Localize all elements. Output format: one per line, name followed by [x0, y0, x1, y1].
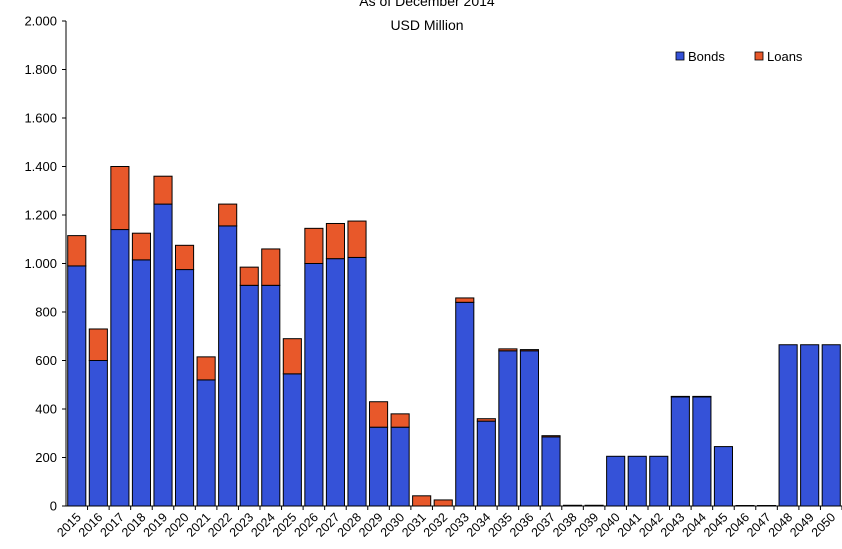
bar-bonds-2035: [498, 350, 518, 507]
bar-loans-2027: [325, 222, 346, 260]
bar-bonds-2045: [713, 446, 734, 507]
bar-loans-2037: [541, 435, 561, 438]
y-tick-label: 400: [35, 402, 57, 417]
bar-bonds-2023: [239, 284, 259, 507]
y-tick-label: 800: [35, 305, 57, 320]
bar-loans-2022: [218, 203, 238, 227]
bar-loans-2021: [196, 356, 216, 381]
bar-loans-2043: [670, 395, 690, 398]
bar-bonds-2016: [88, 360, 108, 507]
bar-bonds-2036: [519, 350, 540, 507]
bar-loans-2029: [369, 401, 389, 428]
bar-bonds-2049: [800, 344, 820, 507]
legend-label-loans: Loans: [767, 49, 803, 64]
bar-bonds-2024: [261, 284, 281, 507]
y-tick-label: 200: [35, 450, 57, 465]
y-tick-label: 1.800: [24, 62, 57, 77]
y-axis: 2.000 1.800 1.600 1.400 1.200 1.000 800 600 400 2…: [24, 14, 67, 514]
bar-loans-2035: [498, 348, 518, 352]
bar-bonds-2044: [692, 396, 712, 507]
x-axis: 2015201620172018201920202021202220232024…: [54, 505, 842, 540]
legend-swatch-loans: [754, 51, 764, 61]
bar-bonds-2040: [606, 455, 626, 507]
bar-loans-2038: [563, 504, 583, 507]
bar-loans-2020: [175, 244, 195, 271]
bar-bonds-2018: [131, 259, 151, 507]
bar-bonds-2034: [476, 420, 496, 507]
bar-bonds-2017: [110, 229, 130, 507]
bar-loans-2025: [282, 338, 302, 375]
bar-loans-2047: [757, 505, 777, 507]
bar-loans-2015: [67, 235, 87, 267]
bar-loans-2028: [347, 220, 367, 258]
x-tick-label: 2050: [809, 510, 839, 540]
y-tick-label: 1.400: [24, 159, 57, 174]
bar-loans-2016: [88, 328, 108, 362]
bar-loans-2030: [390, 413, 410, 428]
bar-loans-2032: [433, 499, 453, 507]
bar-bonds-2048: [778, 344, 798, 507]
y-tick-label: 0: [50, 499, 57, 514]
bar-bonds-2037: [541, 436, 561, 507]
bar-bonds-2029: [369, 426, 389, 507]
legend-label-bonds: Bonds: [688, 49, 725, 64]
bar-loans-2044: [692, 395, 712, 398]
bar-loans-2019: [153, 175, 173, 205]
y-tick-label: 2.000: [24, 14, 57, 29]
bar-bonds-2019: [153, 203, 173, 507]
bar-bonds-2028: [347, 256, 367, 507]
bar-bonds-2043: [670, 396, 690, 507]
bar-bonds-2033: [455, 301, 475, 507]
y-tick-label: 1.000: [24, 256, 57, 271]
legend: Bonds Loans: [675, 49, 803, 64]
bar-bonds-2050: [821, 344, 841, 507]
legend-swatch-bonds: [675, 51, 685, 61]
bar-loans-2018: [131, 232, 151, 261]
bar-bonds-2030: [390, 426, 410, 507]
bar-bonds-2021: [196, 379, 216, 507]
chart-subtitle: USD Million: [390, 17, 463, 33]
bar-loans-2036: [519, 349, 540, 352]
bar-bonds-2026: [304, 263, 324, 507]
bar-bonds-2025: [282, 373, 302, 507]
bar-bonds-2042: [649, 455, 669, 507]
chart-title: As of December 2014: [359, 0, 495, 9]
bar-loans-2023: [239, 266, 259, 286]
bar-loans-2017: [110, 166, 130, 231]
y-tick-label: 1.200: [24, 208, 57, 223]
y-tick-label: 1.600: [24, 111, 57, 126]
bar-bonds-2022: [218, 225, 238, 507]
bar-loans-2026: [304, 227, 324, 264]
bars: [67, 166, 841, 507]
bar-bonds-2027: [325, 258, 346, 507]
bar-loans-2033: [455, 297, 475, 303]
y-tick-label: 600: [35, 353, 57, 368]
bar-loans-2046: [735, 505, 755, 507]
bar-bonds-2015: [67, 265, 87, 507]
bar-loans-2024: [261, 248, 281, 286]
bar-bonds-2041: [627, 455, 647, 507]
bar-loans-2031: [412, 495, 432, 507]
bar-loans-2039: [584, 504, 604, 507]
bar-bonds-2020: [175, 269, 195, 507]
bar-loans-2034: [476, 418, 496, 422]
